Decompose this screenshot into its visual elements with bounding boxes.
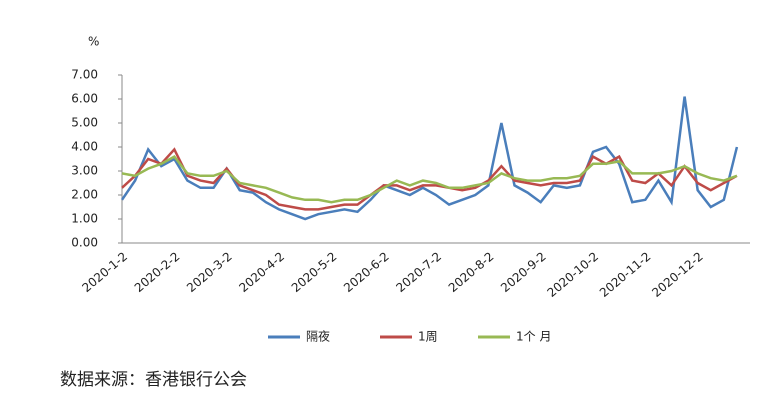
y-tick-label: 4.00 (71, 140, 98, 154)
legend-label: 1个 月 (516, 330, 551, 344)
x-tick-label: 2020-9-2 (498, 249, 549, 295)
legend-label: 隔夜 (306, 329, 330, 344)
x-tick-label: 2020-1-2 (79, 249, 130, 295)
series-line (120, 96, 739, 221)
x-tick-label: 2020-7-2 (393, 249, 444, 295)
y-tick-label: 6.00 (71, 92, 98, 106)
y-tick-label: 1.00 (71, 212, 98, 226)
x-tick-label: 2020-11-2 (597, 249, 654, 300)
y-axis-label: % (88, 35, 99, 49)
series-line (121, 154, 738, 204)
x-tick-label: 2020-8-2 (446, 249, 497, 295)
x-tick-label: 2020-6-2 (341, 249, 392, 295)
x-tick-label: 2020-2-2 (132, 249, 183, 295)
y-tick-label: 0.00 (71, 236, 98, 250)
y-tick-label: 2.00 (71, 188, 98, 202)
y-tick-label: 7.00 (71, 68, 98, 82)
x-tick-label: 2020-5-2 (289, 249, 340, 295)
source-note: 数据来源：香港银行公会 (60, 370, 247, 390)
x-tick-label: 2020-10-2 (545, 249, 602, 300)
x-tick-label: 2020-3-2 (184, 249, 235, 295)
y-tick-label: 5.00 (71, 116, 98, 130)
x-tick-label: 2020-4-2 (236, 249, 287, 295)
legend-label: 1周 (418, 330, 438, 344)
y-tick-label: 3.00 (71, 164, 98, 178)
x-tick-label: 2020-12-2 (649, 249, 706, 300)
